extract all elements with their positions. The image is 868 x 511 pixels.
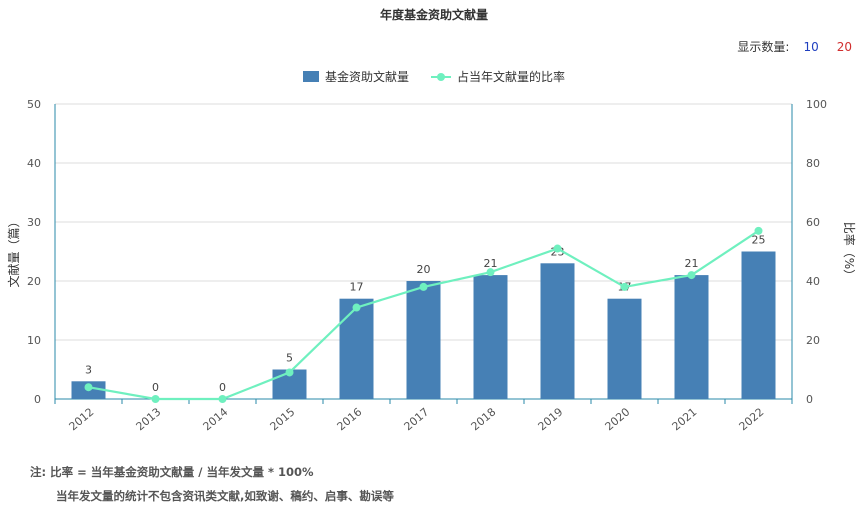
ratio-point: [419, 282, 428, 291]
x-tick-label: 2019: [536, 405, 566, 433]
bar-data-label: 17: [350, 281, 364, 294]
note-ratio-formula: 注: 比率 = 当年基金资助文献量 / 当年发文量 * 100%: [30, 465, 314, 479]
legend-bar-swatch: [302, 71, 319, 82]
y2-tick-label: 0: [806, 393, 813, 406]
bar-data-label: 0: [152, 381, 159, 394]
ratio-point: [620, 282, 629, 291]
display-count-20-option[interactable]: 20: [836, 39, 852, 54]
x-tick-label: 2018: [469, 405, 499, 433]
ratio-point: [352, 303, 361, 312]
bar: [607, 298, 642, 399]
bar-data-label: 25: [752, 234, 766, 247]
y-axis-title: 文献量（篇）: [6, 215, 21, 287]
x-tick-label: 2022: [737, 405, 767, 433]
y2-tick-label: 40: [806, 275, 820, 288]
x-tick-label: 2016: [335, 405, 365, 433]
display-count-selector: 显示数量: 10 20: [737, 38, 856, 55]
chart-notes: 注: 比率 = 当年基金资助文献量 / 当年发文量 * 100% 当年发文量的统…: [30, 460, 394, 508]
y-tick-label: 20: [27, 275, 41, 288]
y-tick-label: 50: [27, 98, 41, 111]
y2-tick-label: 80: [806, 157, 820, 170]
x-tick-label: 2014: [201, 405, 231, 433]
y2-axis-title: 比率（%）: [842, 222, 857, 281]
ratio-point: [84, 383, 93, 392]
bar: [674, 275, 709, 399]
y-tick-label: 10: [27, 334, 41, 347]
bar: [540, 263, 575, 399]
chart-legend: 基金资助文献量 占当年文献量的比率: [0, 68, 868, 85]
display-count-label: 显示数量:: [737, 40, 790, 54]
bar: [741, 251, 776, 399]
bar-data-label: 3: [85, 363, 92, 376]
bar-data-label: 20: [417, 263, 431, 276]
bar: [406, 281, 441, 399]
x-tick-label: 2012: [67, 405, 97, 433]
x-tick-label: 2013: [134, 405, 164, 433]
legend-bar-label: 基金资助文献量: [324, 70, 409, 84]
legend-line-label: 占当年文献量的比率: [457, 70, 566, 84]
ratio-point: [754, 226, 763, 235]
chart-title: 年度基金资助文献量: [379, 8, 488, 22]
y-tick-label: 40: [27, 157, 41, 170]
bar-data-label: 0: [219, 381, 226, 394]
ratio-point: [687, 271, 696, 280]
y2-tick-label: 20: [806, 334, 820, 347]
y-tick-label: 0: [34, 393, 41, 406]
bar-data-label: 21: [685, 257, 699, 270]
legend-item-bar[interactable]: 基金资助文献量: [302, 68, 409, 85]
bar: [473, 275, 508, 399]
y2-tick-label: 60: [806, 216, 820, 229]
display-count-10-option[interactable]: 10: [803, 39, 819, 54]
ratio-point: [285, 368, 294, 377]
x-tick-label: 2020: [603, 405, 633, 433]
ratio-point: [218, 395, 227, 403]
legend-line-swatch: [431, 71, 451, 83]
ratio-point: [486, 268, 495, 277]
x-tick-label: 2015: [268, 405, 298, 433]
legend-item-line[interactable]: 占当年文献量的比率: [431, 68, 565, 85]
bar-data-label: 5: [286, 352, 293, 365]
x-tick-label: 2017: [402, 405, 432, 433]
ratio-point: [553, 244, 562, 253]
bar-data-label: 21: [484, 257, 498, 270]
x-tick-label: 2021: [670, 405, 700, 433]
bar: [339, 298, 374, 399]
ratio-point: [151, 395, 160, 403]
y-tick-label: 30: [27, 216, 41, 229]
note-exclusion: 当年发文量的统计不包含资讯类文献,如致谢、稿约、启事、勘误等: [56, 489, 394, 503]
y2-tick-label: 100: [806, 98, 827, 111]
